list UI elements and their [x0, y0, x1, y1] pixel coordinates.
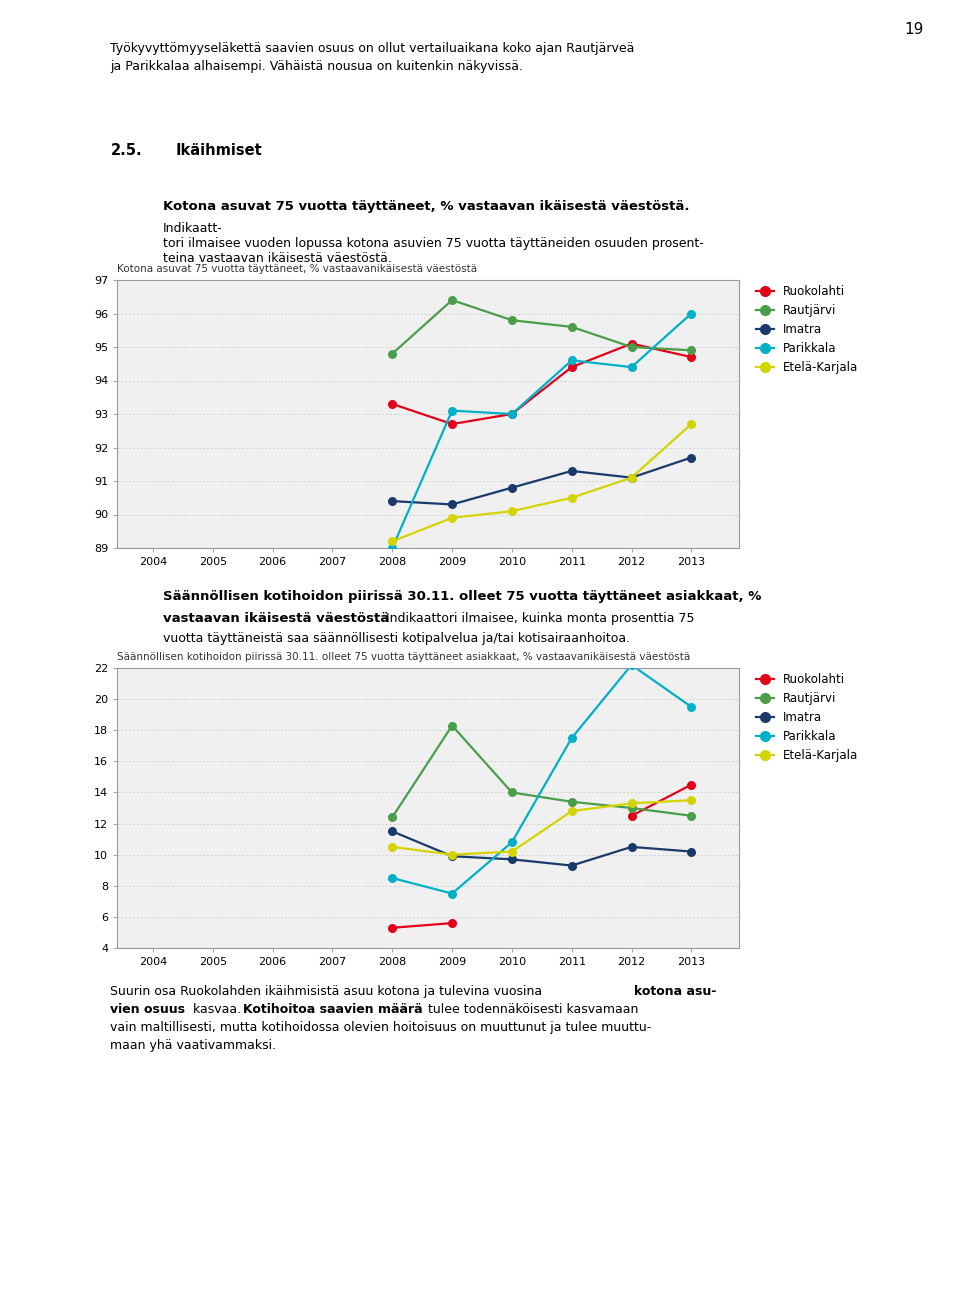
- Point: [684, 842, 699, 863]
- Point: [564, 461, 580, 482]
- Point: [444, 290, 460, 310]
- Point: [504, 831, 519, 852]
- Point: [385, 868, 400, 889]
- Point: [385, 343, 400, 364]
- Text: vain maltillisesti, mutta kotihoidossa olevien hoitoisuus on muuttunut ja tulee : vain maltillisesti, mutta kotihoidossa o…: [110, 1021, 652, 1034]
- Point: [624, 655, 639, 675]
- Point: [684, 340, 699, 361]
- Point: [624, 468, 639, 488]
- Text: 19: 19: [904, 22, 924, 36]
- Point: [385, 394, 400, 414]
- Point: [385, 491, 400, 512]
- Point: [624, 805, 639, 826]
- Point: [385, 837, 400, 857]
- Point: [624, 468, 639, 488]
- Point: [444, 494, 460, 514]
- Point: [684, 303, 699, 323]
- Point: [504, 404, 519, 425]
- Point: [684, 413, 699, 434]
- Point: [444, 413, 460, 434]
- Text: Kotona asuvat 75 vuotta täyttäneet, % vastaavanikäisestä väestöstä: Kotona asuvat 75 vuotta täyttäneet, % va…: [117, 264, 477, 274]
- Point: [444, 883, 460, 904]
- Point: [564, 357, 580, 378]
- Text: maan yhä vaativammaksi.: maan yhä vaativammaksi.: [110, 1039, 276, 1052]
- Point: [564, 800, 580, 821]
- Point: [385, 917, 400, 938]
- Point: [624, 357, 639, 378]
- Text: tulee todennäköisesti kasvamaan: tulee todennäköisesti kasvamaan: [424, 1003, 638, 1016]
- Point: [504, 477, 519, 498]
- Point: [624, 792, 639, 813]
- Point: [385, 821, 400, 842]
- Text: Kotihoitoa saavien määrä: Kotihoitoa saavien määrä: [243, 1003, 422, 1016]
- Text: kasvaa.: kasvaa.: [189, 1003, 245, 1016]
- Text: Ikäihmiset: Ikäihmiset: [176, 143, 262, 158]
- Point: [624, 334, 639, 355]
- Text: Indikaatt-
tori ilmaisee vuoden lopussa kotona asuvien 75 vuotta täyttäneiden os: Indikaatt- tori ilmaisee vuoden lopussa …: [163, 222, 704, 265]
- Point: [385, 538, 400, 559]
- Text: kotona asu-: kotona asu-: [634, 985, 716, 998]
- Point: [444, 844, 460, 865]
- Point: [564, 487, 580, 508]
- Point: [564, 855, 580, 876]
- Point: [564, 727, 580, 748]
- Text: Säännöllisen kotihoidon piirissä 30.11. olleet 75 vuotta täyttäneet asiakkaat, %: Säännöllisen kotihoidon piirissä 30.11. …: [163, 590, 761, 603]
- Text: vuotta täyttäneistä saa säännöllisesti kotipalvelua ja/tai kotisairaanhoitoa.: vuotta täyttäneistä saa säännöllisesti k…: [163, 633, 631, 646]
- Point: [385, 531, 400, 552]
- Text: Indikaattori ilmaisee, kuinka monta prosenttia 75: Indikaattori ilmaisee, kuinka monta pros…: [382, 612, 695, 625]
- Point: [624, 798, 639, 818]
- Point: [624, 837, 639, 857]
- Point: [504, 782, 519, 803]
- Point: [684, 447, 699, 468]
- Point: [504, 500, 519, 521]
- Point: [385, 807, 400, 827]
- Text: vien osuus: vien osuus: [110, 1003, 185, 1016]
- Point: [444, 846, 460, 866]
- Text: ja Parikkalaa alhaisempi. Vähäistä nousua on kuitenkin näkyvissä.: ja Parikkalaa alhaisempi. Vähäistä nousu…: [110, 60, 523, 73]
- Text: vastaavan ikäisestä väestöstä: vastaavan ikäisestä väestöstä: [163, 612, 390, 625]
- Point: [684, 805, 699, 826]
- Point: [504, 842, 519, 863]
- Point: [624, 336, 639, 357]
- Text: Kotona asuvat 75 vuotta täyttäneet, % vastaavan ikäisestä väestöstä.: Kotona asuvat 75 vuotta täyttäneet, % va…: [163, 200, 689, 213]
- Point: [684, 790, 699, 811]
- Point: [564, 791, 580, 812]
- Legend: Ruokolahti, Rautjärvi, Imatra, Parikkala, Etelä-Karjala: Ruokolahti, Rautjärvi, Imatra, Parikkala…: [752, 668, 863, 766]
- Text: Työkyvyttömyyseläkettä saavien osuus on ollut vertailuaikana koko ajan Rautjärve: Työkyvyttömyyseläkettä saavien osuus on …: [110, 42, 635, 55]
- Text: Säännöllisen kotihoidon piirissä 30.11. olleet 75 vuotta täyttäneet asiakkaat, %: Säännöllisen kotihoidon piirissä 30.11. …: [117, 652, 690, 661]
- Point: [444, 716, 460, 737]
- Point: [684, 347, 699, 368]
- Point: [504, 309, 519, 330]
- Point: [444, 508, 460, 529]
- Point: [444, 913, 460, 934]
- Point: [564, 349, 580, 370]
- Text: Suurin osa Ruokolahden ikäihmisistä asuu kotona ja tulevina vuosina: Suurin osa Ruokolahden ikäihmisistä asuu…: [110, 985, 546, 998]
- Point: [684, 696, 699, 717]
- Point: [504, 404, 519, 425]
- Legend: Ruokolahti, Rautjärvi, Imatra, Parikkala, Etelä-Karjala: Ruokolahti, Rautjärvi, Imatra, Parikkala…: [752, 281, 863, 378]
- Point: [564, 317, 580, 338]
- Point: [444, 400, 460, 421]
- Point: [504, 850, 519, 870]
- Point: [684, 774, 699, 795]
- Text: 2.5.: 2.5.: [110, 143, 142, 158]
